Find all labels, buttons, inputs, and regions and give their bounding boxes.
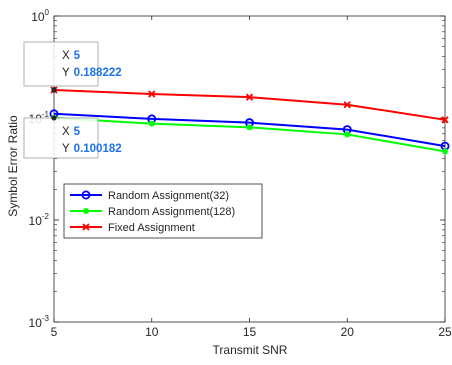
datatip-x-value: 5 <box>74 126 81 138</box>
datatip-y-value: 0.188222 <box>74 67 122 79</box>
data-point <box>245 93 254 101</box>
y-axis-label: Symbol Error Ratio <box>6 115 20 217</box>
datatip-y-row: Y 0.100182 <box>62 143 122 155</box>
y-tick-base: 10 <box>31 10 45 24</box>
y-tick-base: 10 <box>29 214 43 228</box>
legend-label: Random Assignment(32) <box>108 190 229 202</box>
data-point <box>148 90 156 98</box>
legend-label: Fixed Assignment <box>108 222 195 234</box>
datatip-anchor <box>51 115 57 121</box>
y-tick-base: 10 <box>29 316 43 330</box>
data-point <box>343 101 351 109</box>
y-tick-exponent: -3 <box>42 314 50 323</box>
x-tick-label: 25 <box>438 325 452 339</box>
data-point <box>442 148 448 155</box>
legend-entry: Random Assignment(128) <box>70 206 235 218</box>
datatip-box <box>23 117 99 159</box>
data-point <box>441 116 449 124</box>
legend-entry: Random Assignment(32) <box>70 190 229 202</box>
y-tick-exponent: 0 <box>45 8 50 17</box>
datatip-x-value: 5 <box>74 50 81 62</box>
legend-label: Random Assignment(128) <box>108 206 235 218</box>
series-layer <box>49 86 450 155</box>
series-3 <box>50 86 449 124</box>
y-tick-exponent: -1 <box>42 110 50 119</box>
data-point <box>148 120 155 127</box>
y-tick-exponent: -2 <box>42 212 50 221</box>
datatip-anchor <box>51 87 57 93</box>
x-axis-label: Transmit SNR <box>213 343 288 357</box>
datatip-y-label: Y <box>62 67 70 79</box>
x-tick-label: 20 <box>341 325 355 339</box>
datatip[interactable]: X 5Y 0.188222 <box>23 41 122 93</box>
data-point <box>344 131 351 138</box>
datatip-y-value: 0.100182 <box>74 143 122 155</box>
datatip-x-label: X <box>62 50 70 62</box>
legend: Random Assignment(32) Random Assignment(1… <box>63 183 263 239</box>
y-tick-label: 10-2 <box>29 212 50 228</box>
legend-swatch-marker <box>82 223 90 231</box>
x-tick-label: 15 <box>243 325 257 339</box>
series-line <box>53 112 446 148</box>
datatip[interactable]: X 5Y 0.100182 <box>23 115 122 159</box>
legend-swatch-marker <box>81 190 91 200</box>
datatip-y-row: Y 0.188222 <box>62 67 122 79</box>
datatip-x-label: X <box>62 126 70 138</box>
legend-entry: Fixed Assignment <box>70 222 195 234</box>
y-tick-label: 10-3 <box>29 314 50 330</box>
x-tick-label: 10 <box>145 325 159 339</box>
plot-area <box>53 15 446 323</box>
x-tick-label: 5 <box>51 325 58 339</box>
datatip-box <box>23 41 99 87</box>
data-point <box>246 124 253 131</box>
legend-swatch-marker <box>83 208 89 214</box>
y-tick-label: 100 <box>31 8 49 24</box>
datatip-y-label: Y <box>62 143 70 155</box>
